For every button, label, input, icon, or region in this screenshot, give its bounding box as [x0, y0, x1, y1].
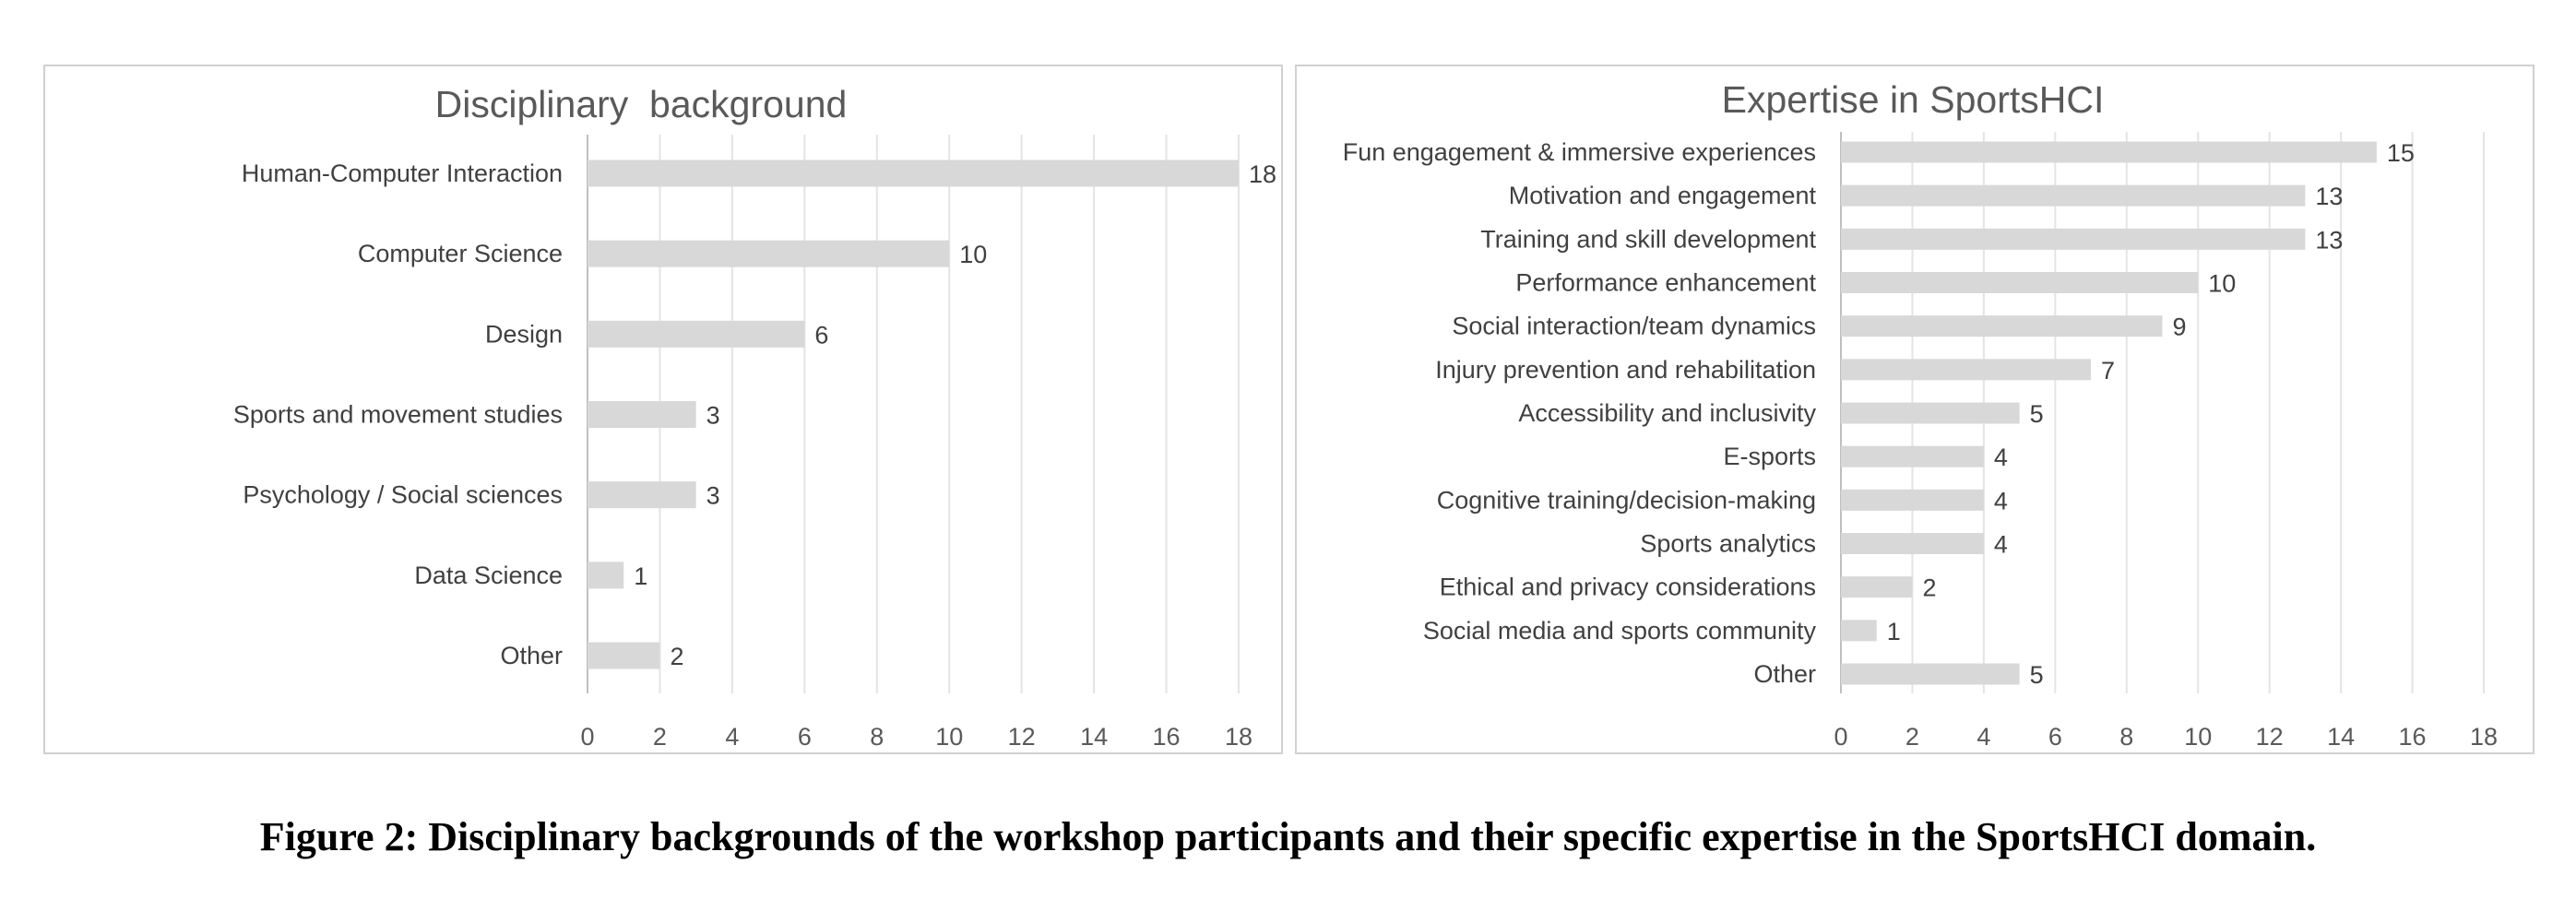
bar — [1841, 184, 2306, 207]
bar — [588, 320, 805, 348]
category-label: Performance enhancement — [1515, 269, 1816, 297]
x-tick-label: 16 — [2399, 723, 2427, 751]
category-label: Ethical and privacy considerations — [1440, 574, 1816, 601]
data-label: 15 — [2387, 139, 2415, 167]
bar — [588, 401, 696, 428]
bar — [588, 562, 624, 589]
data-label: 3 — [706, 482, 720, 510]
bar — [588, 240, 950, 267]
x-tick-label: 6 — [2048, 723, 2062, 751]
category-label: Accessibility and inclusivity — [1518, 399, 1816, 427]
category-label: Cognitive training/decision-making — [1437, 486, 1816, 514]
x-tick-label: 10 — [935, 723, 963, 751]
x-tick-label: 10 — [2184, 723, 2212, 751]
bar — [1841, 663, 2020, 685]
x-tick-label: 0 — [1834, 723, 1847, 751]
category-label: Other — [1753, 660, 1816, 688]
data-label: 4 — [1994, 487, 2008, 515]
data-label: 1 — [1887, 618, 1901, 645]
bar — [1841, 445, 1984, 467]
category-label: Injury prevention and rehabilitation — [1435, 356, 1816, 384]
chart-title: Expertise in SportsHCI — [1722, 78, 2105, 121]
x-tick-label: 4 — [725, 723, 739, 751]
chart-title: Disciplinary background — [435, 83, 848, 125]
bar — [588, 160, 1239, 187]
category-label: E-sports — [1723, 443, 1816, 470]
bar — [1841, 533, 1984, 554]
category-label: Data Science — [414, 562, 563, 589]
category-label: Design — [485, 320, 563, 348]
bar — [1841, 620, 1877, 642]
data-label: 5 — [2030, 661, 2044, 689]
data-label: 9 — [2173, 314, 2187, 341]
data-label: 2 — [670, 643, 683, 670]
bar — [1841, 228, 2306, 250]
category-label: Social interaction/team dynamics — [1452, 313, 1816, 340]
data-label: 10 — [2208, 270, 2236, 298]
category-label: Fun engagement & immersive experiences — [1343, 138, 1816, 166]
category-label: Training and skill development — [1480, 225, 1816, 253]
x-tick-label: 8 — [870, 723, 884, 751]
data-label: 10 — [959, 241, 987, 268]
bar — [1841, 272, 2199, 293]
x-tick-label: 2 — [653, 723, 667, 751]
data-label: 3 — [706, 402, 720, 430]
x-tick-label: 12 — [1008, 723, 1036, 751]
bar — [588, 481, 696, 509]
category-label: Human-Computer Interaction — [242, 160, 563, 187]
category-label: Psychology / Social sciences — [243, 481, 563, 509]
x-tick-label: 16 — [1153, 723, 1181, 751]
category-label: Other — [500, 642, 563, 669]
data-label: 18 — [1249, 160, 1276, 188]
data-label: 7 — [2101, 357, 2115, 385]
bar — [1841, 402, 2020, 424]
x-tick-label: 6 — [798, 723, 812, 751]
data-label: 4 — [1994, 444, 2008, 471]
x-tick-label: 12 — [2256, 723, 2284, 751]
bar — [588, 642, 660, 669]
x-tick-label: 18 — [2470, 723, 2498, 751]
x-tick-label: 8 — [2119, 723, 2133, 751]
category-label: Social media and sports community — [1423, 617, 1817, 645]
bar — [1841, 489, 1984, 511]
x-tick-label: 14 — [1080, 723, 1108, 751]
data-label: 2 — [1922, 574, 1936, 602]
bar — [1841, 141, 2377, 163]
data-label: 13 — [2315, 226, 2343, 254]
bar — [1841, 359, 2092, 381]
data-label: 4 — [1994, 531, 2008, 559]
x-tick-label: 2 — [1905, 723, 1919, 751]
category-label: Motivation and engagement — [1509, 182, 1817, 209]
data-label: 6 — [814, 321, 828, 349]
x-tick-label: 0 — [580, 723, 594, 751]
x-tick-label: 14 — [2327, 723, 2355, 751]
x-tick-label: 18 — [1225, 723, 1252, 751]
figure-caption: Figure 2: Disciplinary backgrounds of th… — [259, 814, 2317, 859]
x-tick-label: 4 — [1977, 723, 1990, 751]
category-label: Sports and movement studies — [233, 401, 563, 429]
bar — [1841, 576, 1913, 598]
category-label: Sports analytics — [1640, 530, 1816, 558]
data-label: 5 — [2030, 400, 2044, 428]
data-label: 1 — [634, 562, 647, 590]
bar — [1841, 315, 2163, 337]
category-label: Computer Science — [358, 240, 563, 267]
data-label: 13 — [2315, 183, 2343, 210]
